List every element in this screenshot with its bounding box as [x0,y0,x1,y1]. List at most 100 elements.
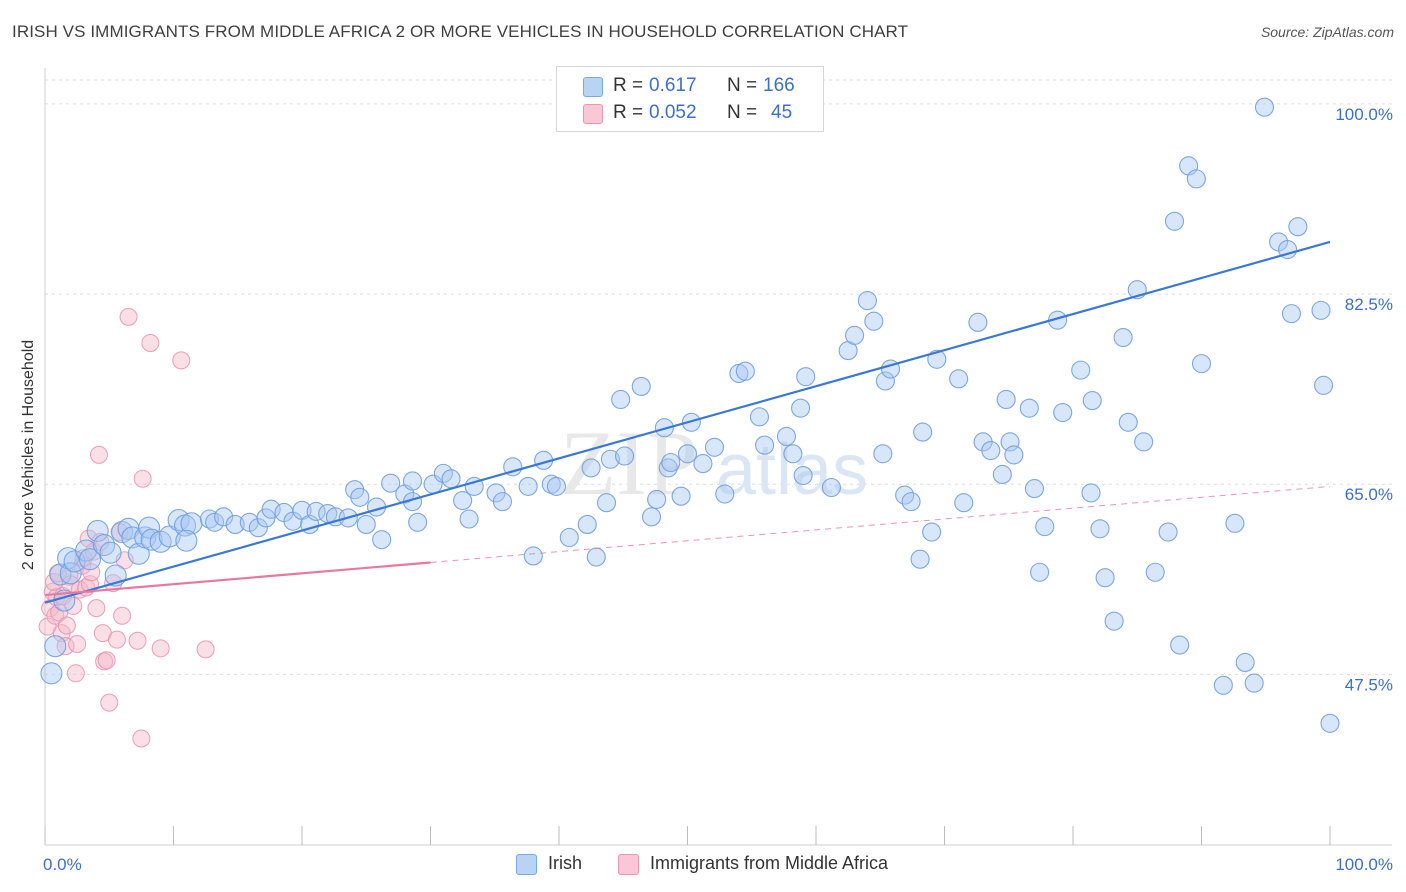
africa-point [87,599,106,618]
irish-point [611,389,631,410]
irish-point [1170,635,1190,655]
legend-r-value: 0.617 [649,75,697,96]
irish-point [641,507,662,527]
tick-labels: 47.5% 65.0% 82.5% 100.0% 0.0% 100.0% [43,105,1393,874]
x-tick-label: 100.0% [1335,855,1393,874]
irish-point [1095,568,1115,588]
irish-point [1235,652,1255,672]
irish-point [1225,513,1245,533]
irish-point [996,389,1016,410]
africa-point [132,729,151,748]
irish-point [661,452,681,473]
africa-point [107,630,126,649]
irish-point [1081,483,1101,503]
irish-point [518,476,538,496]
irish-point [78,548,102,571]
irish-point [783,444,803,464]
africa-trend-extension [430,485,1331,563]
irish-point [59,562,82,585]
irish-point [1244,673,1264,693]
irish-point [40,662,63,685]
irish-point [693,454,713,474]
africa-point [172,351,191,370]
irish-point [1186,169,1206,189]
irish-point [586,547,606,567]
legend-r-label: R = [613,75,644,96]
legend-n-value: 166 [763,75,795,96]
irish-point [1254,97,1275,117]
africa-point [151,639,170,658]
irish-point [1311,300,1331,320]
irish-point [261,499,281,519]
irish-point [864,311,884,331]
irish-point [581,458,601,478]
africa-point [128,631,147,650]
irish-point [1030,562,1050,582]
irish-series [40,97,1340,733]
irish-point [1191,354,1212,374]
bottom-legend-africa-label: Immigrants from Middle Africa [650,853,889,873]
irish-point [791,398,811,418]
y-tick-label: 100.0% [1335,105,1393,124]
africa-point [66,664,85,683]
irish-point [1090,519,1110,539]
irish-point [1145,562,1165,582]
irish-point [821,477,841,498]
irish-point [1053,402,1073,423]
irish-point [981,440,1001,461]
irish-point [600,449,620,469]
y-tick-label: 47.5% [1345,675,1393,694]
irish-point [306,501,326,521]
legend-n-label: N = [727,75,758,96]
africa-point [48,564,67,583]
irish-point [350,487,370,507]
irish-point [793,465,813,486]
irish-point [910,549,930,569]
irish-point [1118,412,1138,432]
axes [44,68,1392,846]
irish-point [1320,713,1340,733]
y-tick-label: 82.5% [1345,295,1393,314]
irish-point [1281,304,1301,324]
irish-point [647,489,667,509]
irish-point [1019,398,1039,418]
irish-point [1104,611,1124,631]
legend-swatch-africa [583,104,603,124]
irish-point [1004,445,1024,465]
legend-r-value: 0.052 [649,102,697,123]
x-tick-label: 0.0% [43,855,82,874]
africa-point [119,307,138,326]
irish-trend-line [44,240,1331,604]
irish-point [523,546,543,566]
irish-point [577,514,597,534]
irish-point [857,291,877,311]
irish-point [671,486,691,506]
irish-point [492,492,513,512]
africa-point [89,445,108,464]
irish-point [749,407,770,427]
legend-r-label: R = [613,102,644,123]
irish-point [372,530,392,550]
bottom-legend-irish-label: Irish [548,853,583,873]
irish-point [111,520,134,544]
irish-point [1024,479,1044,499]
irish-point [402,471,423,491]
irish-point [614,446,635,466]
irish-point [121,526,144,549]
irish-point [1288,217,1308,237]
irish-point [86,519,109,543]
irish-point [503,457,523,477]
irish-point [704,437,725,457]
irish-point [453,490,473,511]
africa-trend-line [44,561,431,597]
africa-point [57,616,76,635]
irish-point [214,507,234,527]
irish-point [1071,360,1091,380]
irish-point [1082,391,1102,411]
irish-point [356,514,376,534]
irish-point [992,464,1012,485]
irish-point [755,435,775,455]
africa-point [113,606,132,625]
irish-point [1035,517,1055,537]
irish-point [596,493,617,513]
